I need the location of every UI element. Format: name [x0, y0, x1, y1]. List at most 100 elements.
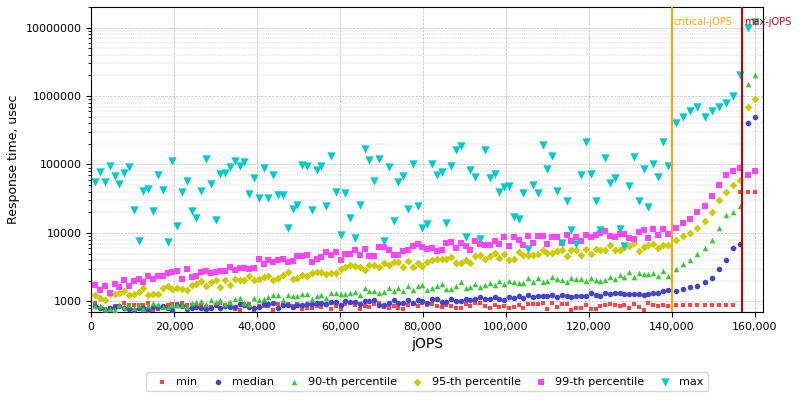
- 95-th percentile: [618, 244, 630, 251]
- 95-th percentile: [478, 256, 491, 262]
- 90-th percentile: [310, 293, 323, 300]
- min: [657, 302, 670, 308]
- min: [594, 303, 606, 309]
- 99-th percentile: [132, 276, 145, 282]
- 90-th percentile: [194, 298, 207, 304]
- 90-th percentile: [584, 275, 597, 282]
- 99-th percentile: [478, 242, 491, 248]
- 99-th percentile: [698, 202, 711, 209]
- min: [113, 302, 126, 309]
- 90-th percentile: [459, 285, 472, 292]
- 95-th percentile: [113, 290, 126, 296]
- min: [426, 300, 438, 307]
- 90-th percentile: [498, 281, 510, 288]
- max: [526, 182, 539, 188]
- 99-th percentile: [474, 241, 486, 247]
- 99-th percentile: [748, 168, 761, 174]
- min: [108, 302, 121, 309]
- 90-th percentile: [618, 274, 630, 281]
- max: [507, 214, 520, 220]
- 90-th percentile: [670, 266, 682, 272]
- 90-th percentile: [378, 289, 390, 295]
- median: [691, 282, 704, 289]
- 95-th percentile: [720, 188, 733, 195]
- 90-th percentile: [282, 292, 294, 298]
- min: [373, 300, 386, 307]
- 99-th percentile: [647, 226, 660, 232]
- 99-th percentile: [151, 273, 164, 280]
- 90-th percentile: [373, 290, 386, 296]
- 95-th percentile: [258, 274, 270, 280]
- 95-th percentile: [662, 242, 674, 248]
- median: [282, 302, 294, 308]
- median: [190, 303, 202, 310]
- max: [430, 172, 443, 178]
- 90-th percentile: [238, 299, 251, 306]
- min: [301, 305, 314, 312]
- 95-th percentile: [339, 263, 352, 270]
- 99-th percentile: [613, 231, 626, 237]
- 90-th percentile: [483, 280, 496, 286]
- max: [166, 158, 178, 164]
- 99-th percentile: [98, 283, 111, 290]
- 99-th percentile: [219, 268, 232, 274]
- min: [691, 301, 704, 308]
- 95-th percentile: [454, 259, 467, 266]
- median: [122, 306, 135, 312]
- 95-th percentile: [387, 258, 400, 265]
- 99-th percentile: [258, 261, 270, 268]
- max: [584, 171, 597, 177]
- Text: max-jOPS: max-jOPS: [744, 17, 792, 27]
- max: [594, 226, 606, 233]
- 90-th percentile: [734, 202, 747, 209]
- min: [214, 300, 227, 306]
- 95-th percentile: [146, 291, 159, 297]
- max: [657, 139, 670, 146]
- median: [132, 305, 145, 311]
- 90-th percentile: [662, 272, 674, 279]
- min: [531, 301, 544, 307]
- min: [670, 301, 682, 308]
- 90-th percentile: [306, 295, 318, 302]
- max: [748, 19, 761, 25]
- 99-th percentile: [589, 232, 602, 238]
- median: [358, 298, 371, 304]
- median: [89, 303, 102, 309]
- 90-th percentile: [248, 295, 261, 301]
- 90-th percentile: [301, 291, 314, 297]
- min: [574, 304, 587, 311]
- 95-th percentile: [108, 290, 121, 297]
- max: [662, 162, 674, 169]
- 99-th percentile: [546, 234, 558, 240]
- median: [507, 294, 520, 301]
- 99-th percentile: [137, 278, 150, 285]
- median: [209, 302, 222, 308]
- 90-th percentile: [315, 292, 328, 299]
- max: [349, 235, 362, 241]
- median: [450, 298, 462, 304]
- 95-th percentile: [652, 245, 665, 252]
- 90-th percentile: [146, 300, 159, 306]
- 90-th percentile: [445, 286, 458, 292]
- max: [502, 183, 515, 189]
- median: [474, 294, 486, 300]
- min: [454, 305, 467, 311]
- 95-th percentile: [748, 96, 761, 102]
- 90-th percentile: [358, 285, 371, 292]
- max: [248, 174, 261, 181]
- max: [574, 172, 587, 178]
- 90-th percentile: [478, 282, 491, 288]
- 99-th percentile: [277, 256, 290, 262]
- median: [594, 293, 606, 299]
- 99-th percentile: [584, 234, 597, 240]
- 95-th percentile: [214, 284, 227, 290]
- 95-th percentile: [180, 287, 193, 294]
- 90-th percentile: [89, 303, 102, 309]
- max: [565, 226, 578, 233]
- 90-th percentile: [94, 303, 106, 310]
- 90-th percentile: [608, 276, 621, 282]
- 99-th percentile: [498, 234, 510, 240]
- 99-th percentile: [632, 228, 645, 235]
- 99-th percentile: [464, 246, 477, 253]
- median: [349, 299, 362, 305]
